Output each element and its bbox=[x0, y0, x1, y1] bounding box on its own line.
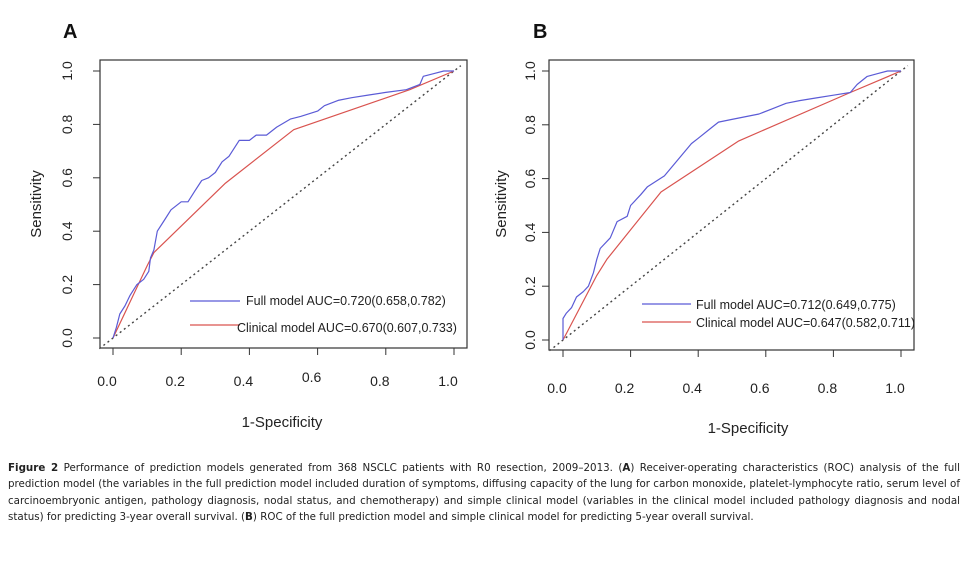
panel-a-y-tick-label: 0.4 bbox=[59, 221, 75, 241]
panel-a-legend: Full model AUC=0.720(0.658,0.782) Clinic… bbox=[190, 294, 457, 335]
panel-a-letter: A bbox=[63, 21, 77, 43]
panel-b-y-tick-label: 0.6 bbox=[522, 169, 538, 189]
panel-a-y-axis: 0.0 0.2 0.4 0.6 0.8 1.0 bbox=[59, 61, 100, 348]
panel-a-x-tick-label: 0.0 bbox=[97, 373, 117, 389]
panel-a-y-tick-label: 1.0 bbox=[59, 61, 75, 81]
panel-b-x-tick-label: 0.8 bbox=[818, 380, 838, 396]
panel-b-x-tick-label: 0.4 bbox=[682, 380, 702, 396]
panel-a-y-tick-label: 0.8 bbox=[59, 114, 75, 134]
panel-a-x-tick-label: 0.8 bbox=[370, 373, 390, 389]
roc-figure: A 0.0 0.2 0.4 0.6 0.8 1.0 0.00.20.40.60.81.0 … bbox=[28, 21, 915, 437]
panel-b-y-tick-label: 0.4 bbox=[522, 222, 538, 242]
panel-b-y-axis-title: Sensitivity bbox=[493, 170, 510, 238]
panel-b: B 0.0 0.2 0.4 0.6 0.8 1.0 0.00.20.40.60.81.0 … bbox=[493, 21, 915, 437]
panel-b-curves bbox=[549, 65, 909, 352]
caption-figure-label: Figure 2 bbox=[8, 462, 59, 474]
caption-text-part1: Performance of prediction models generat… bbox=[58, 462, 623, 474]
panel-b-x-tick-label: 0.6 bbox=[750, 380, 770, 396]
panel-a-y-axis-title: Sensitivity bbox=[28, 170, 45, 238]
panel-b-reference-line bbox=[549, 65, 909, 352]
panel-b-legend-full-label: Full model AUC=0.712(0.649,0.775) bbox=[696, 298, 896, 312]
panel-a-y-tick-label: 0.6 bbox=[59, 168, 75, 188]
panel-a-x-tick-label: 1.0 bbox=[438, 373, 458, 389]
panel-b-y-tick-label: 0.8 bbox=[522, 115, 538, 135]
panel-a: A 0.0 0.2 0.4 0.6 0.8 1.0 0.00.20.40.60.81.0 … bbox=[28, 21, 468, 431]
panel-b-y-tick-label: 0.0 bbox=[522, 330, 538, 350]
panel-b-legend: Full model AUC=0.712(0.649,0.775) Clinic… bbox=[642, 298, 915, 330]
panel-a-legend-clinical-label: Clinical model AUC=0.670(0.607,0.733) bbox=[237, 321, 457, 335]
panel-a-x-tick-label: 0.6 bbox=[302, 369, 322, 385]
caption-panel-a-ref: A bbox=[622, 462, 631, 474]
figure-caption: Figure 2 Performance of prediction model… bbox=[8, 460, 960, 526]
panel-a-x-axis: 0.0 0.2 0.4 0.6 0.8 1.0 bbox=[97, 348, 458, 389]
panel-b-legend-clinical-label: Clinical model AUC=0.647(0.582,0.711) bbox=[696, 316, 915, 330]
panel-a-x-axis-title: 1-Specificity bbox=[242, 414, 323, 431]
panel-b-plot-frame bbox=[548, 59, 915, 351]
panel-b-y-tick-label: 1.0 bbox=[522, 61, 538, 81]
panel-b-x-tick-label: 1.0 bbox=[885, 380, 905, 396]
panel-b-y-tick-label: 0.2 bbox=[522, 276, 538, 296]
panel-a-x-tick-label: 0.2 bbox=[165, 373, 185, 389]
panel-a-curves bbox=[98, 65, 462, 350]
panel-b-letter: B bbox=[533, 21, 547, 43]
caption-text-part3: ) ROC of the full prediction model and s… bbox=[252, 511, 754, 524]
panel-a-clinical-model-curve bbox=[112, 70, 455, 339]
panel-a-full-model-curve bbox=[112, 70, 454, 339]
panel-b-x-axis: 0.0 0.2 0.4 0.6 0.8 1.0 bbox=[547, 350, 905, 396]
panel-b-x-axis-title: 1-Specificity bbox=[708, 420, 789, 437]
panel-a-plot-frame bbox=[99, 59, 468, 349]
panel-a-reference-line bbox=[98, 65, 462, 350]
panel-a-legend-full-label: Full model AUC=0.720(0.658,0.782) bbox=[246, 294, 446, 308]
caption-panel-b-ref: B bbox=[245, 511, 253, 524]
caption-text-part2: ) Receiver-operating characteristics (RO… bbox=[8, 462, 960, 524]
panel-a-y-tick-label: 0.0 bbox=[59, 328, 75, 348]
panel-a-x-tick-label: 0.4 bbox=[234, 373, 254, 389]
panel-b-y-axis: 0.0 0.2 0.4 0.6 0.8 1.0 bbox=[522, 61, 549, 350]
panel-b-x-tick-label: 0.0 bbox=[547, 380, 567, 396]
panel-b-x-tick-label: 0.2 bbox=[615, 380, 635, 396]
panel-a-y-tick-label: 0.2 bbox=[59, 275, 75, 295]
panel-b-full-model-curve bbox=[562, 70, 901, 340]
